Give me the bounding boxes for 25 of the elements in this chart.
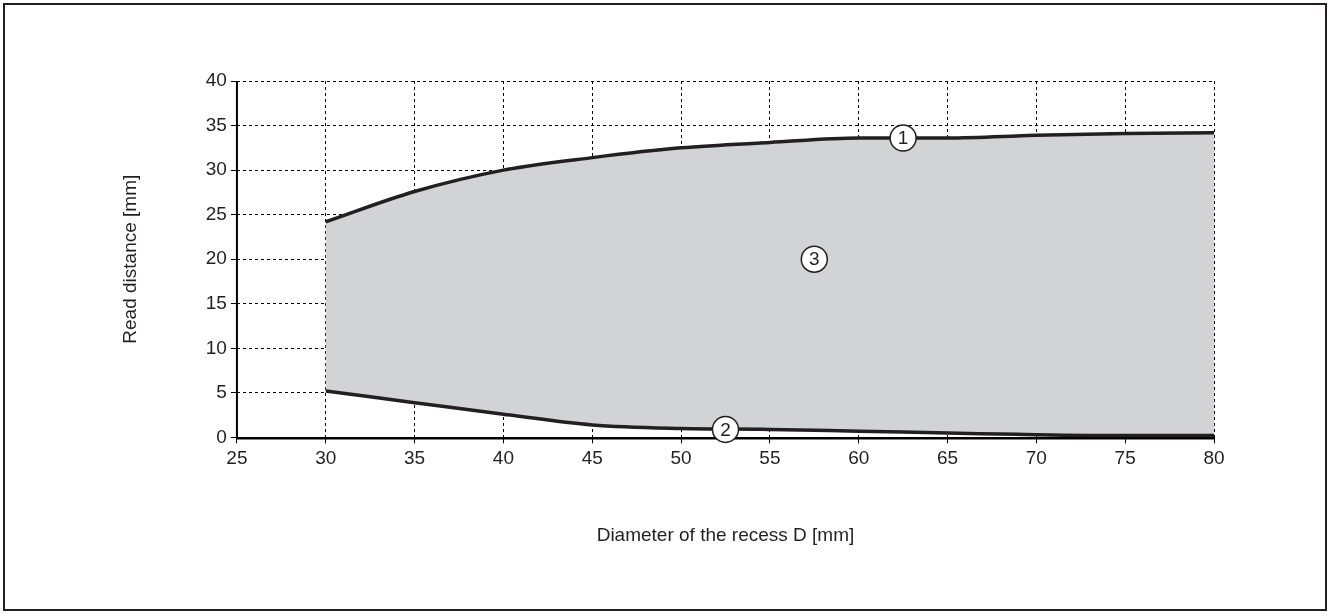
x-tick-label: 50 bbox=[670, 447, 692, 469]
annotation: 2 bbox=[720, 418, 731, 440]
y-tick-label: 10 bbox=[205, 336, 227, 358]
x-tick-label: 70 bbox=[1025, 447, 1047, 469]
y-axis-title: Read distance [mm] bbox=[118, 174, 140, 344]
annotation: 3 bbox=[809, 248, 820, 270]
x-tick-label: 45 bbox=[581, 447, 603, 469]
y-tick-label: 15 bbox=[205, 291, 227, 313]
x-tick-label: 55 bbox=[759, 447, 781, 469]
y-tick-label: 0 bbox=[216, 425, 227, 447]
y-tick-label: 30 bbox=[205, 158, 227, 180]
y-tick-label: 25 bbox=[205, 202, 227, 224]
x-tick-label: 60 bbox=[848, 447, 870, 469]
x-tick-label: 30 bbox=[315, 447, 337, 469]
x-tick-label: 65 bbox=[936, 447, 959, 469]
y-tick-label: 35 bbox=[205, 113, 227, 135]
y-tick-label: 5 bbox=[216, 381, 227, 403]
annotation: 1 bbox=[897, 127, 909, 149]
x-tick-label: 35 bbox=[404, 447, 426, 469]
x-tick-label: 80 bbox=[1203, 447, 1225, 469]
y-tick-label: 40 bbox=[205, 69, 227, 91]
x-axis-title: Diameter of the recess D [mm] bbox=[596, 523, 855, 545]
x-tick-label: 75 bbox=[1114, 447, 1136, 469]
y-tick-label: 20 bbox=[205, 247, 227, 269]
x-tick-label: 40 bbox=[492, 447, 514, 469]
